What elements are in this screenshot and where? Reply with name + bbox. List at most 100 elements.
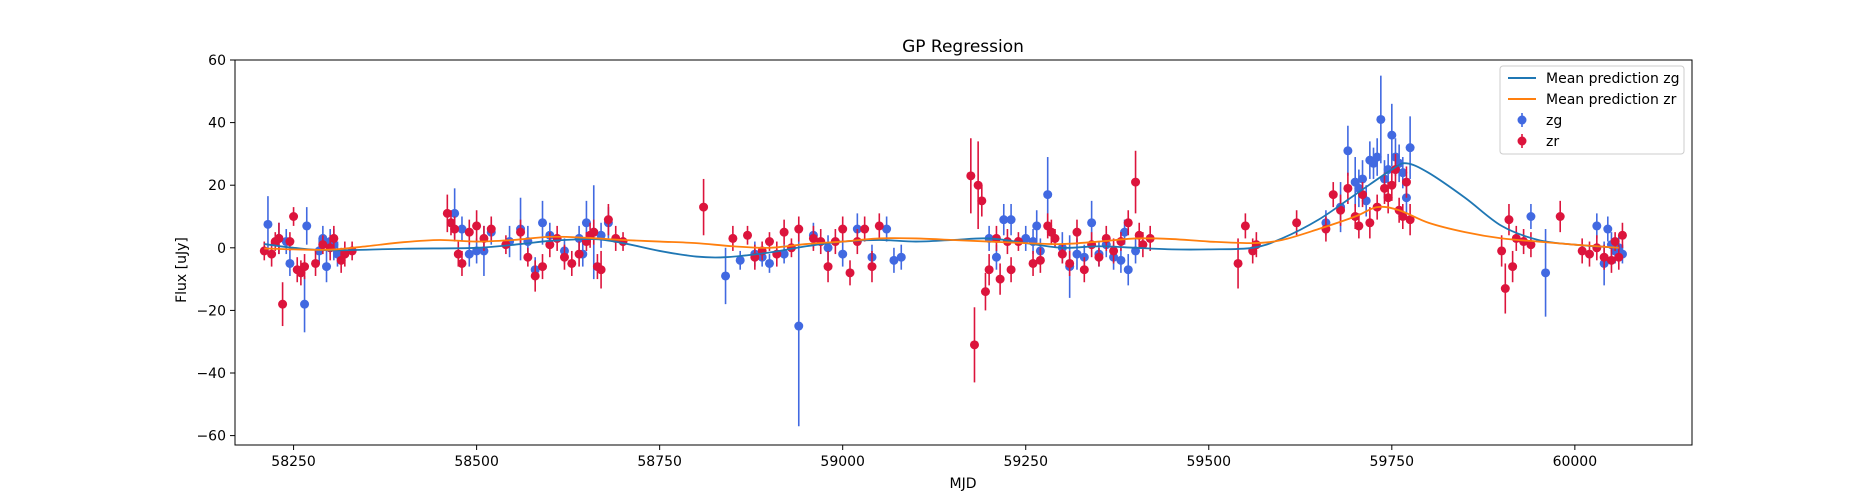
- data-point: [300, 299, 310, 309]
- data-point: [552, 233, 562, 243]
- data-point: [1599, 252, 1609, 262]
- data-point: [453, 249, 463, 259]
- data-point: [995, 274, 1005, 284]
- data-point: [1519, 237, 1529, 247]
- data-point: [1123, 218, 1133, 228]
- data-point: [764, 258, 774, 268]
- data-point: [1555, 212, 1565, 222]
- data-point: [596, 230, 606, 240]
- data-point: [735, 255, 745, 265]
- data-point: [779, 227, 789, 237]
- data-point: [1079, 265, 1089, 275]
- data-point: [1233, 258, 1243, 268]
- data-point: [1072, 249, 1082, 259]
- legend-box: [1499, 65, 1685, 155]
- data-point: [581, 218, 591, 228]
- data-point: [980, 287, 990, 297]
- data-point: [1028, 258, 1038, 268]
- legend-entry: zg: [1517, 113, 1562, 129]
- y-tick-label: 20: [208, 178, 226, 194]
- data-point: [999, 215, 1009, 225]
- data-point: [699, 202, 709, 212]
- data-point: [618, 237, 628, 247]
- data-point: [596, 265, 606, 275]
- data-point: [1131, 177, 1141, 187]
- data-point: [523, 252, 533, 262]
- data-point: [1497, 246, 1507, 256]
- data-point: [472, 221, 482, 231]
- legend-marker-swatch: [1517, 115, 1527, 125]
- x-tick-label: 58250: [271, 454, 316, 470]
- data-point: [450, 224, 460, 234]
- series-zr: [259, 138, 1627, 383]
- data-point: [1006, 215, 1016, 225]
- x-tick-label: 59000: [820, 454, 865, 470]
- data-point: [442, 208, 452, 218]
- data-point: [1372, 152, 1382, 162]
- data-point: [329, 233, 339, 243]
- data-point: [1387, 130, 1397, 140]
- data-point: [1398, 168, 1408, 178]
- legend: Mean prediction zg Mean prediction zr zg zr: [1499, 65, 1685, 155]
- data-point: [285, 237, 295, 247]
- data-point: [1617, 230, 1627, 240]
- data-point: [728, 233, 738, 243]
- data-point: [1138, 240, 1148, 250]
- data-point: [808, 233, 818, 243]
- data-point: [302, 221, 312, 231]
- data-point: [464, 249, 474, 259]
- data-point: [300, 262, 310, 272]
- data-point: [896, 252, 906, 262]
- data-point: [1358, 190, 1368, 200]
- y-tick-label: −40: [196, 366, 226, 382]
- series-line-mean-prediction-zg: [264, 162, 1619, 259]
- data-point: [486, 224, 496, 234]
- legend-label: zg: [1546, 113, 1562, 129]
- data-point: [1354, 221, 1364, 231]
- data-point: [1050, 233, 1060, 243]
- data-point: [966, 171, 976, 181]
- data-point: [1584, 249, 1594, 259]
- plot-area: [259, 75, 1627, 427]
- data-point: [1032, 221, 1042, 231]
- data-point: [322, 262, 332, 272]
- data-point: [779, 249, 789, 259]
- data-point: [538, 218, 548, 228]
- data-point: [823, 262, 833, 272]
- data-point: [1504, 215, 1514, 225]
- data-point: [530, 271, 540, 281]
- data-point: [267, 249, 277, 259]
- data-point: [1387, 180, 1397, 190]
- data-point: [1606, 255, 1616, 265]
- data-point: [1398, 212, 1408, 222]
- data-point: [1343, 183, 1353, 193]
- data-point: [874, 221, 884, 231]
- chart-title: GP Regression: [902, 37, 1024, 57]
- data-point: [559, 252, 569, 262]
- x-tick-label: 59500: [1187, 454, 1232, 470]
- data-point: [263, 219, 273, 229]
- y-tick-label: 40: [208, 116, 226, 132]
- data-point: [285, 258, 295, 268]
- data-point: [1336, 205, 1346, 215]
- data-point: [516, 227, 526, 237]
- data-point: [838, 224, 848, 234]
- data-point: [289, 212, 299, 222]
- data-point: [1376, 114, 1386, 124]
- data-point: [603, 215, 613, 225]
- data-point: [1065, 258, 1075, 268]
- data-point: [545, 240, 555, 250]
- axis-ticks: 58250 58500 58750 59000 59250 59500 59750 60000…: [196, 53, 1597, 470]
- data-point: [450, 208, 460, 218]
- data-point: [1043, 190, 1053, 200]
- data-point: [1109, 246, 1119, 256]
- series-line-mean-prediction-zr: [264, 205, 1619, 251]
- data-point: [589, 227, 599, 237]
- x-axis-label: MJD: [950, 476, 977, 492]
- data-point: [1343, 146, 1353, 156]
- data-point: [1508, 262, 1518, 272]
- x-tick-label: 58500: [454, 454, 499, 470]
- data-point: [1021, 233, 1031, 243]
- data-point: [1123, 265, 1133, 275]
